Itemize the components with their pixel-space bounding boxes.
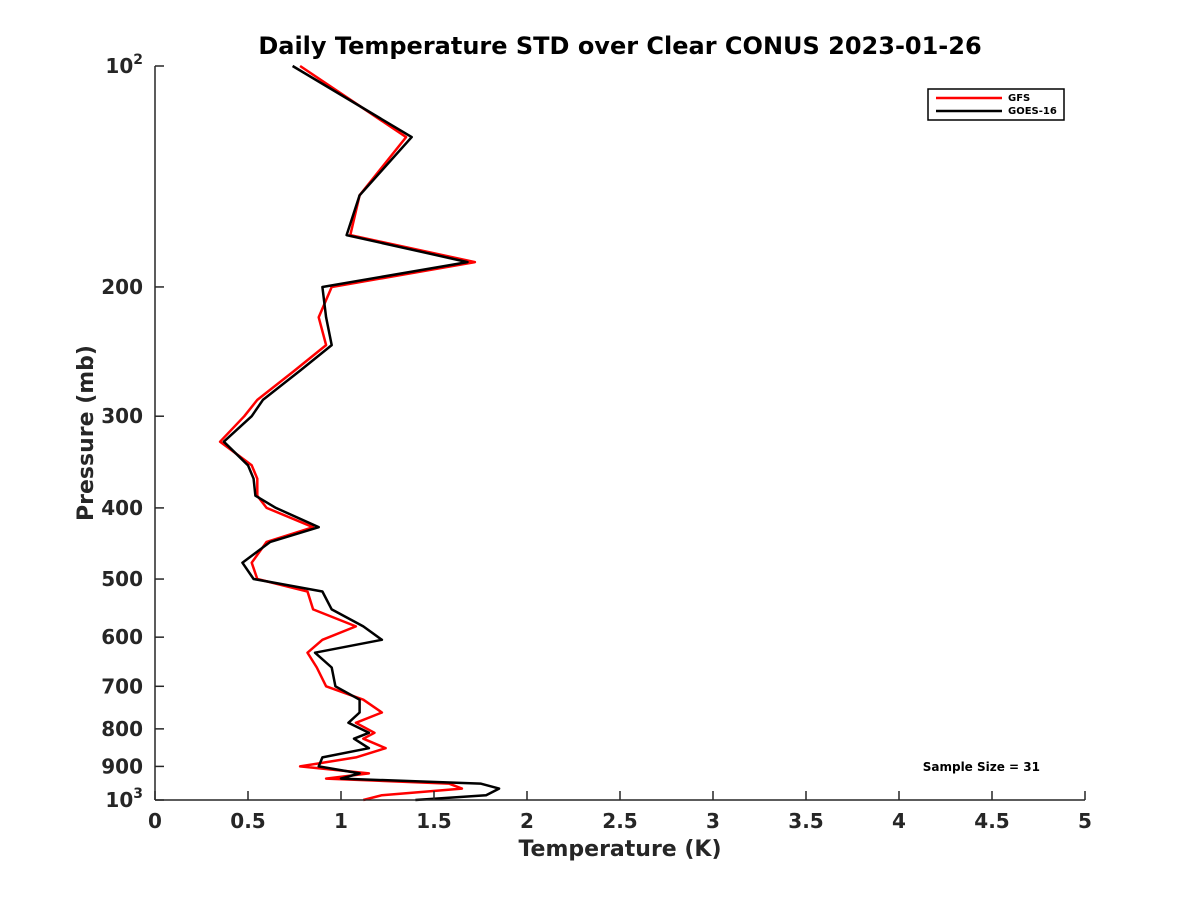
series-line-goes16 — [222, 64, 501, 802]
x-axis-ticks: 0 0.5 1 1.5 2 2.5 3 3.5 4 4.5 5 — [148, 791, 1092, 833]
legend: GFS GOES-16 — [927, 88, 1065, 121]
chart-title: Daily Temperature STD over Clear CONUS 2… — [258, 32, 981, 60]
x-tick-label: 4 — [892, 809, 906, 833]
y-tick-label: 200 — [101, 275, 143, 299]
y-axis-ticks: 102 200 300 400 500 600 700 800 900 103 — [101, 52, 164, 812]
y-tick-label: 800 — [101, 717, 143, 741]
y-tick-label: 300 — [101, 404, 143, 428]
x-tick-label: 3 — [706, 809, 720, 833]
legend-label-goes16: GOES-16 — [1008, 106, 1057, 117]
y-tick-label: 900 — [101, 754, 143, 778]
y-tick-label: 102 — [105, 52, 143, 78]
y-tick-label: 500 — [101, 567, 143, 591]
legend-box — [927, 88, 1065, 121]
sample-size-annotation: Sample Size = 31 — [923, 760, 1040, 774]
x-tick-label: 3.5 — [788, 809, 823, 833]
x-tick-label: 4.5 — [974, 809, 1009, 833]
x-tick-label: 2.5 — [602, 809, 637, 833]
x-tick-label: 5 — [1078, 809, 1092, 833]
y-tick-label: 400 — [101, 496, 143, 520]
y-tick-label: 103 — [105, 786, 143, 812]
y-tick-label: 700 — [101, 674, 143, 698]
y-axis-label: Pressure (mb) — [74, 345, 99, 521]
series-line-gfs — [218, 64, 477, 802]
x-tick-label: 1.5 — [416, 809, 451, 833]
x-tick-label: 2 — [520, 809, 534, 833]
legend-label-gfs: GFS — [1008, 93, 1030, 104]
x-tick-label: 0 — [148, 809, 162, 833]
x-axis-label: Temperature (K) — [518, 837, 721, 862]
plot-lines — [218, 64, 501, 802]
x-tick-label: 1 — [334, 809, 348, 833]
x-tick-label: 0.5 — [230, 809, 265, 833]
y-tick-label: 600 — [101, 625, 143, 649]
